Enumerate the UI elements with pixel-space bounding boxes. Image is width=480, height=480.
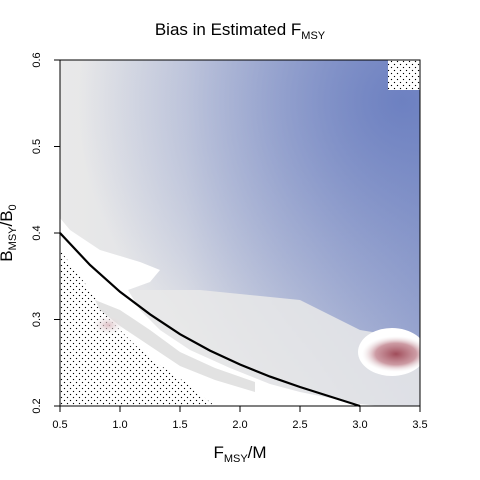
y-tick-label: 0.4 [31, 225, 43, 240]
y-axis-label: BMSY/B0 [0, 204, 19, 261]
x-axis-label-sub: MSY [224, 453, 249, 465]
y-axis-label-sub2: 0 [7, 204, 19, 210]
x-tick-label: 3.0 [352, 419, 367, 431]
x-axis-label-main: F [213, 443, 223, 462]
y-axis-label-main: B [0, 250, 16, 261]
pink-patch [92, 315, 124, 335]
y-tick-label: 0.5 [31, 139, 43, 154]
x-axis: 0.5 1.0 1.5 2.0 2.5 3.0 3.5 [52, 406, 428, 431]
x-tick-label: 1.5 [172, 419, 187, 431]
y-tick-label: 0.6 [31, 52, 43, 67]
x-tick-label: 3.5 [412, 419, 427, 431]
y-axis: 0.2 0.3 0.4 0.5 0.6 [31, 52, 60, 414]
y-tick-label: 0.2 [31, 398, 43, 413]
gray-strip [95, 300, 255, 392]
y-tick-label: 0.3 [31, 312, 43, 327]
heatmap-area [60, 60, 420, 406]
x-tick-label: 0.5 [52, 419, 67, 431]
x-axis-label: FMSY/M [213, 443, 266, 465]
reference-curve [59, 232, 361, 408]
x-axis-label-suffix: /M [248, 443, 267, 462]
y-axis-label-sub: MSY [7, 226, 19, 251]
chart-title: Bias in Estimated FMSY [155, 20, 326, 42]
y-axis-label-mid: /B [0, 210, 16, 226]
top-right-excluded [388, 60, 420, 90]
x-tick-label: 1.0 [112, 419, 127, 431]
chart-title-main: Bias in Estimated F [155, 20, 301, 39]
red-blob [362, 336, 420, 372]
x-tick-label: 2.5 [292, 419, 307, 431]
chart-title-sub: MSY [301, 30, 326, 42]
x-tick-label: 2.0 [232, 419, 247, 431]
dotted-region [60, 250, 215, 406]
